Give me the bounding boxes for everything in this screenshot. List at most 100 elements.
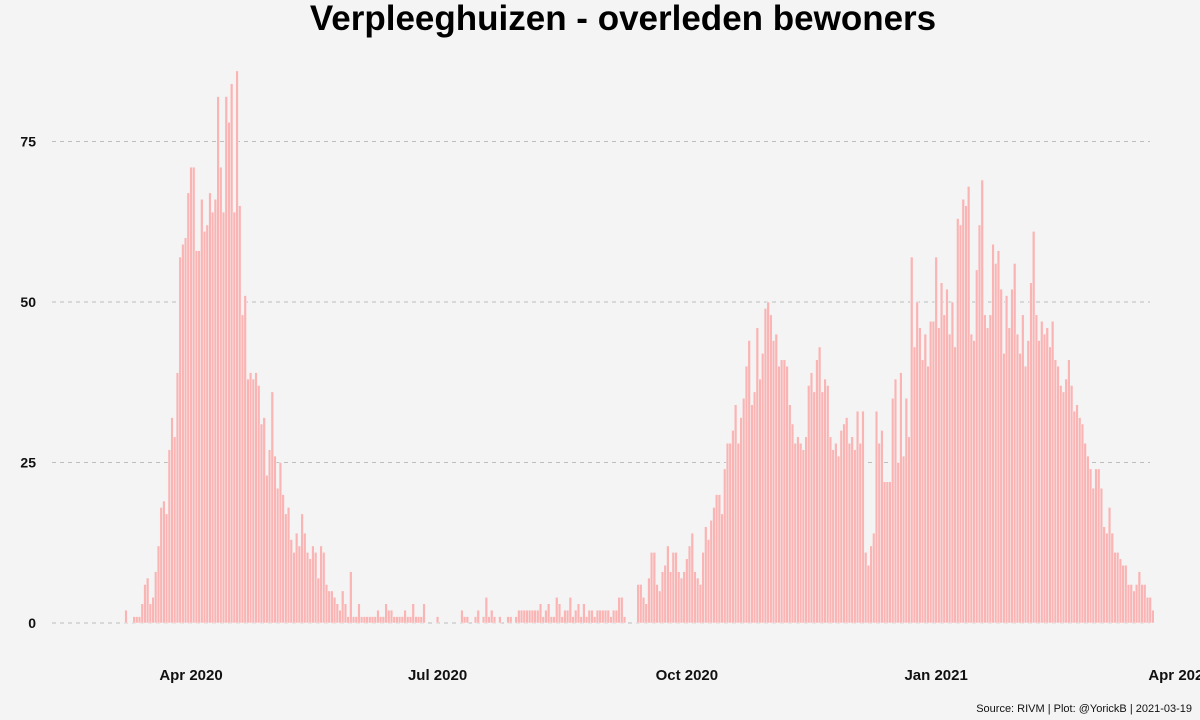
bar xyxy=(1061,391,1066,624)
bar xyxy=(463,616,467,624)
bar xyxy=(1018,353,1022,624)
bar xyxy=(1078,417,1082,624)
bar xyxy=(183,237,188,624)
bar xyxy=(1118,558,1122,624)
bar xyxy=(270,391,274,624)
bar xyxy=(712,507,716,624)
bar xyxy=(763,308,768,624)
bar xyxy=(278,462,283,624)
bar xyxy=(246,378,250,624)
bar xyxy=(135,616,139,624)
bar xyxy=(1029,282,1033,624)
bar xyxy=(915,301,919,624)
x-tick-label: Apr 2020 xyxy=(159,667,222,684)
bar xyxy=(904,398,908,624)
bar xyxy=(460,609,464,624)
bar xyxy=(679,577,684,624)
bar xyxy=(1053,359,1057,624)
bar xyxy=(606,609,610,624)
bar xyxy=(235,70,239,624)
bar xyxy=(698,584,703,624)
bar xyxy=(920,359,925,624)
bar xyxy=(774,333,778,624)
bar xyxy=(782,359,787,624)
bar xyxy=(1135,584,1139,624)
bar xyxy=(612,609,616,624)
bar xyxy=(655,584,659,624)
bar xyxy=(690,532,694,624)
bar xyxy=(969,333,973,624)
bar xyxy=(888,481,892,624)
bar xyxy=(156,545,161,624)
bar xyxy=(864,552,868,624)
bar xyxy=(276,487,280,624)
bar xyxy=(874,410,879,624)
bar xyxy=(820,391,824,624)
bar xyxy=(124,609,128,624)
bar xyxy=(243,295,247,624)
bar xyxy=(341,590,345,624)
bar xyxy=(240,314,245,624)
bar xyxy=(151,597,155,624)
bar xyxy=(937,327,941,624)
bar xyxy=(980,179,984,624)
bar xyxy=(221,211,226,624)
bar xyxy=(720,513,724,624)
bar xyxy=(614,609,619,624)
bar xyxy=(365,616,369,624)
bar xyxy=(395,616,399,624)
bar xyxy=(758,378,762,624)
bar xyxy=(1083,442,1087,624)
bar xyxy=(517,609,521,624)
bar xyxy=(422,603,426,624)
bar xyxy=(766,301,770,624)
bars xyxy=(124,70,1155,624)
bar xyxy=(370,616,375,624)
bar xyxy=(525,609,529,624)
bar xyxy=(1132,590,1136,624)
bar xyxy=(885,481,889,624)
bar xyxy=(877,442,881,624)
bar xyxy=(351,616,356,624)
bar xyxy=(536,609,540,624)
bar xyxy=(815,359,819,624)
bar xyxy=(755,327,759,624)
bar xyxy=(1105,532,1109,624)
bar xyxy=(324,584,329,624)
bar xyxy=(750,404,754,624)
bar xyxy=(893,378,898,624)
bar xyxy=(725,442,730,624)
bar xyxy=(687,545,692,624)
bar xyxy=(771,340,776,624)
bar xyxy=(590,609,594,624)
bar xyxy=(140,603,144,624)
x-tick-label: Jan 2021 xyxy=(904,667,967,684)
bar xyxy=(836,455,841,624)
bar xyxy=(400,616,404,624)
bar xyxy=(734,404,738,624)
y-tick-label-50: 50 xyxy=(20,294,36,310)
bar xyxy=(674,552,678,624)
bar xyxy=(381,616,385,624)
bar xyxy=(305,552,310,624)
bar xyxy=(1072,410,1076,624)
bar xyxy=(1070,385,1074,624)
bar xyxy=(641,597,646,624)
bar xyxy=(747,340,751,624)
bar xyxy=(360,616,364,624)
bar xyxy=(855,410,860,624)
bar xyxy=(362,616,367,624)
bar xyxy=(1102,526,1106,624)
bar xyxy=(316,577,320,624)
bar xyxy=(549,616,553,624)
bar xyxy=(1034,314,1038,624)
bar xyxy=(257,385,261,624)
bar xyxy=(986,327,990,624)
bar xyxy=(286,507,291,624)
bar xyxy=(847,442,852,624)
bar xyxy=(923,333,927,624)
bar xyxy=(593,616,597,624)
bar xyxy=(818,346,822,624)
bar xyxy=(744,365,749,624)
bar xyxy=(752,391,757,624)
